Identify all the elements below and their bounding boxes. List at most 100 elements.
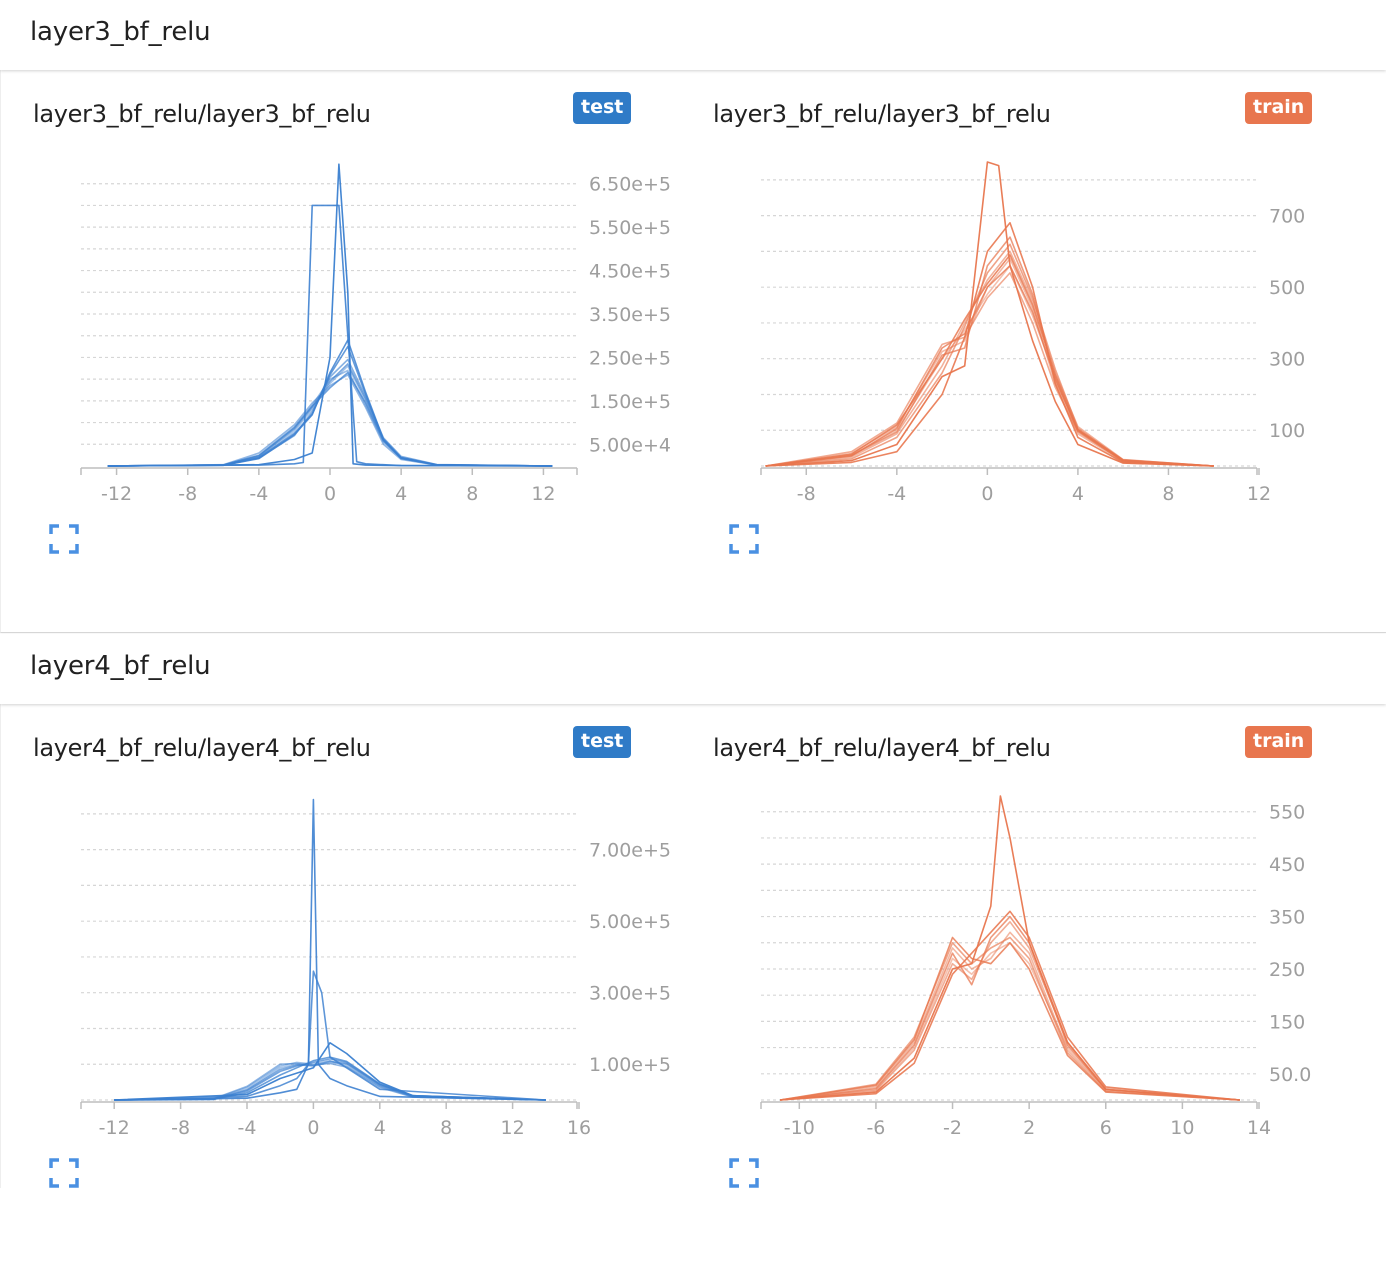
y-tick-label: 300 [1269, 349, 1305, 371]
y-tick-label: 350 [1269, 907, 1305, 929]
x-tick-label: -12 [101, 483, 132, 505]
x-tick-label: 4 [395, 483, 407, 505]
y-tick-label: 50.0 [1269, 1064, 1311, 1086]
histogram-series-line [114, 798, 546, 1101]
histogram-series-line [114, 1041, 546, 1101]
x-tick-label: 0 [307, 1117, 319, 1139]
y-tick-label: 3.50e+5 [589, 304, 671, 326]
histogram-series-line [765, 272, 1214, 467]
x-tick-label: 2 [1023, 1117, 1035, 1139]
x-tick-label: -8 [171, 1117, 190, 1139]
histogram-series-line [780, 915, 1240, 1101]
y-tick-label: 3.00e+5 [589, 983, 671, 1005]
x-tick-label: 8 [466, 483, 478, 505]
x-tick-label: -10 [784, 1117, 815, 1139]
histogram-series-line [107, 163, 553, 467]
histogram-series-line [114, 970, 546, 1101]
histogram-series-line [765, 254, 1214, 467]
histogram-series-line [780, 936, 1240, 1101]
histogram-chart[interactable]: -8 -4 0 4 8 12 100 300 500 700 [681, 140, 1361, 520]
x-tick-label: 10 [1170, 1117, 1194, 1139]
section-header-layer3: layer3_bf_relu [0, 0, 1386, 70]
y-tick-label: 100 [1269, 420, 1305, 442]
histogram-series-line [765, 236, 1214, 467]
histogram-card: layer3_bf_relu/layer3_bf_relu test -12 -8… [1, 70, 681, 630]
y-tick-label: 1.50e+5 [589, 391, 671, 413]
x-tick-label: 12 [1247, 483, 1271, 505]
card-title: layer3_bf_relu/layer3_bf_relu [713, 100, 1051, 128]
x-tick-label: 8 [1162, 483, 1174, 505]
histogram-series-line [780, 795, 1240, 1101]
histogram-card: layer3_bf_relu/layer3_bf_relu train -8 -4… [681, 70, 1361, 630]
card-title: layer3_bf_relu/layer3_bf_relu [33, 100, 371, 128]
histogram-series-line [107, 339, 553, 467]
x-tick-label: 8 [440, 1117, 452, 1139]
histogram-series-line [780, 936, 1240, 1101]
fullscreen-icon[interactable] [729, 1158, 759, 1188]
x-tick-label: -12 [99, 1117, 130, 1139]
fullscreen-icon[interactable] [729, 524, 759, 554]
y-tick-label: 550 [1269, 802, 1305, 824]
y-tick-label: 7.00e+5 [589, 840, 671, 862]
y-tick-label: 500 [1269, 277, 1305, 299]
section-title: layer4_bf_relu [30, 651, 211, 681]
section-header-layer4: layer4_bf_relu [0, 634, 1386, 704]
histogram-series-line [765, 250, 1214, 467]
card-title: layer4_bf_relu/layer4_bf_relu [713, 734, 1051, 762]
histogram-series-line [114, 1060, 546, 1101]
x-tick-label: -8 [797, 483, 816, 505]
x-tick-label: -2 [943, 1117, 962, 1139]
y-tick-label: 4.50e+5 [589, 261, 671, 283]
fullscreen-icon[interactable] [49, 524, 79, 554]
x-tick-label: 6 [1100, 1117, 1112, 1139]
histogram-series-line [107, 204, 553, 467]
run-badge-train: train [1245, 726, 1313, 758]
y-tick-label: 5.00e+4 [589, 434, 671, 456]
x-tick-label: 12 [531, 483, 555, 505]
y-tick-label: 700 [1269, 206, 1305, 228]
run-badge-train: train [1245, 92, 1313, 124]
histogram-card: layer4_bf_relu/layer4_bf_relu test -12 -8… [1, 704, 681, 1264]
x-tick-label: 4 [374, 1117, 386, 1139]
y-tick-label: 1.00e+5 [589, 1054, 671, 1076]
histogram-series-line [765, 264, 1214, 467]
fullscreen-icon[interactable] [49, 1158, 79, 1188]
y-tick-label: 6.50e+5 [589, 174, 671, 196]
x-tick-label: -8 [178, 483, 197, 505]
x-tick-label: 4 [1072, 483, 1084, 505]
histogram-chart[interactable]: -12 -8 -4 0 4 8 12 16 1.00e+5 3.00e+5 5.00e+5 7.00e… [1, 774, 681, 1154]
y-tick-label: 450 [1269, 854, 1305, 876]
section-body-layer3: layer3_bf_relu/layer3_bf_relu test -12 -8… [0, 70, 1386, 633]
histogram-series-line [114, 1062, 546, 1101]
histogram-series-line [114, 1059, 546, 1101]
x-tick-label: 0 [981, 483, 993, 505]
histogram-chart[interactable]: -10 -6 -2 2 6 10 14 50.0 150 250 350 450 550 [681, 774, 1361, 1154]
y-tick-label: 5.50e+5 [589, 217, 671, 239]
y-tick-label: 150 [1269, 1011, 1305, 1033]
histogram-series-line [114, 1058, 546, 1101]
x-tick-label: -4 [887, 483, 906, 505]
histogram-series-line [107, 345, 553, 467]
y-tick-label: 5.00e+5 [589, 911, 671, 933]
histogram-series-line [780, 942, 1240, 1101]
histogram-series-line [765, 222, 1214, 467]
histogram-series-line [765, 161, 1214, 467]
x-tick-label: -4 [249, 483, 268, 505]
histogram-series-line [780, 931, 1240, 1101]
x-tick-label: -4 [238, 1117, 257, 1139]
x-tick-label: 16 [567, 1117, 591, 1139]
histogram-series-line [780, 910, 1240, 1101]
histogram-series-line [114, 1061, 546, 1101]
run-badge-test: test [573, 92, 632, 124]
run-badge-test: test [573, 726, 632, 758]
y-tick-label: 2.50e+5 [589, 347, 671, 369]
histogram-series-line [765, 257, 1214, 467]
card-title: layer4_bf_relu/layer4_bf_relu [33, 734, 371, 762]
y-tick-label: 250 [1269, 959, 1305, 981]
x-tick-label: 0 [324, 483, 336, 505]
histogram-chart[interactable]: -12 -8 -4 0 4 8 12 5.00e+4 1.50e+5 2.50e+5 3.50e+5… [1, 140, 681, 520]
x-tick-label: 14 [1247, 1117, 1271, 1139]
section-body-layer4: layer4_bf_relu/layer4_bf_relu test -12 -8… [0, 704, 1386, 1188]
x-tick-label: -6 [866, 1117, 885, 1139]
section-title: layer3_bf_relu [30, 17, 211, 47]
